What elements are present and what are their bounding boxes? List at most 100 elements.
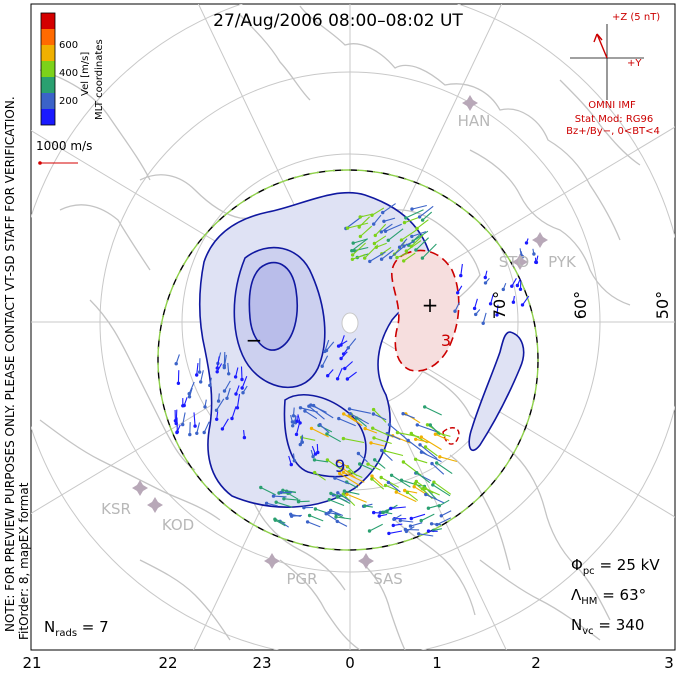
imf-condition-label: Bz+/By−, 0<BT<4 [566, 126, 660, 137]
velocity-vector-origin [373, 458, 376, 461]
imf-source-label: OMNI IMF [588, 100, 636, 111]
velocity-vector-origin [456, 291, 459, 294]
velocity-vector-origin [373, 242, 376, 245]
velocity-vector-origin [366, 462, 369, 465]
velocity-vector-origin [532, 252, 535, 255]
velocity-vector-origin [318, 423, 321, 426]
latitude-label-70: 70° [490, 291, 509, 319]
velocity-vector-origin [188, 395, 191, 398]
velocity-vector-origin [203, 405, 206, 408]
velocity-vector-origin [403, 221, 406, 224]
velocity-vector-origin [510, 285, 513, 288]
velocity-vector-origin [234, 392, 237, 395]
velocity-vector-origin [519, 288, 522, 291]
velocity-vector-origin [424, 445, 427, 448]
velocity-vector-origin [372, 412, 375, 415]
velocity-vector-origin [357, 452, 360, 455]
velocity-vector-origin [388, 423, 391, 426]
velocity-vector-origin [387, 239, 390, 242]
velocity-vector-origin [387, 532, 390, 535]
velocity-vector-origin [453, 310, 456, 313]
contour-label-3: 3 [441, 331, 451, 350]
velocity-vector-origin [392, 524, 395, 527]
velocity-vector-origin [512, 301, 515, 304]
velocity-vector-origin [295, 433, 298, 436]
velocity-vector-origin [381, 511, 384, 514]
velocity-vector-origin [290, 463, 293, 466]
velocity-vector-origin [306, 520, 309, 523]
velocity-vector-origin [221, 427, 224, 430]
velocity-vector-origin [195, 373, 198, 376]
velocity-vector-origin [293, 459, 296, 462]
velocity-vector-origin [363, 256, 366, 259]
colorbar-swatch-7 [41, 109, 55, 125]
velocity-vector-origin [374, 234, 377, 237]
velocity-vector-origin [370, 474, 373, 477]
velocity-vector-origin [230, 417, 233, 420]
velocity-vector-origin [423, 405, 426, 408]
velocity-vector-origin [314, 507, 317, 510]
velocity-vector-origin [405, 249, 408, 252]
velocity-vector-origin [308, 514, 311, 517]
velocity-vector-origin [279, 491, 282, 494]
velocity-vector-origin [438, 455, 441, 458]
velocity-vector-origin [216, 370, 219, 373]
velocity-vector-origin [415, 227, 418, 230]
velocity-vector-origin [430, 522, 433, 525]
velocity-vector-origin [337, 417, 340, 420]
velocity-vector-origin [302, 506, 305, 509]
velocity-vector-origin [474, 313, 477, 316]
velocity-vector-origin [473, 307, 476, 310]
velocity-vector-origin [424, 487, 427, 490]
velocity-vector-origin [299, 443, 302, 446]
velocity-vector-origin [392, 518, 395, 521]
nrads-stat: Nrads = 7 [44, 618, 109, 639]
velocity-vector-origin [329, 509, 332, 512]
velocity-vector-origin [275, 501, 278, 504]
velocity-vector-origin [484, 281, 487, 284]
velocity-vector-origin [272, 494, 275, 497]
velocity-vector-origin [336, 495, 339, 498]
velocity-vector-origin [316, 451, 319, 454]
velocity-vector-origin [368, 260, 371, 263]
station-label-sas: SAS [373, 570, 403, 588]
velocity-vector-origin [421, 256, 424, 259]
velocity-vector-origin [401, 412, 404, 415]
velocity-vector-origin [296, 420, 299, 423]
mlt-label-21: 21 [22, 654, 41, 672]
velocity-vector-origin [405, 530, 408, 533]
velocity-vector-origin [402, 259, 405, 262]
velocity-vector-origin [389, 507, 392, 510]
velocity-vector-origin [334, 515, 337, 518]
velocity-vector-origin [345, 493, 348, 496]
velocity-vector-origin [371, 427, 374, 430]
velocity-vector-origin [216, 366, 219, 369]
map-title: 27/Aug/2006 08:00–08:02 UT [213, 11, 463, 31]
velocity-vector-origin [431, 483, 434, 486]
velocity-vector-origin [215, 409, 218, 412]
velocity-vector-origin [329, 492, 332, 495]
station-label-pgr: PGR [286, 570, 317, 588]
velocity-vector-origin [193, 424, 196, 427]
velocity-vector-origin [199, 380, 202, 383]
velocity-vector-origin [368, 529, 371, 532]
velocity-vector-origin [372, 408, 375, 411]
velocity-vector-origin [410, 207, 413, 210]
velocity-vector-origin [414, 482, 417, 485]
colorbar-swatch-3 [41, 45, 55, 61]
velocity-vector-origin [188, 433, 191, 436]
velocity-vector-origin [534, 261, 537, 264]
imf-model-label: Stat Mod: RG96 [575, 114, 654, 125]
velocity-vector [242, 367, 243, 380]
velocity-vector-origin [420, 519, 423, 522]
velocity-vector-origin [430, 462, 433, 465]
velocity-vector-origin [372, 511, 375, 514]
mlt-label-2: 2 [531, 654, 541, 672]
velocity-vector-origin [502, 288, 505, 291]
colorbar-swatch-2 [41, 29, 55, 45]
velocity-vector-origin [350, 249, 353, 252]
velocity-vector-origin [435, 523, 438, 526]
velocity-vector-origin [291, 424, 294, 427]
velocity-vector-origin [409, 524, 412, 527]
colorbar-label: Vel [m/s] [80, 52, 91, 96]
